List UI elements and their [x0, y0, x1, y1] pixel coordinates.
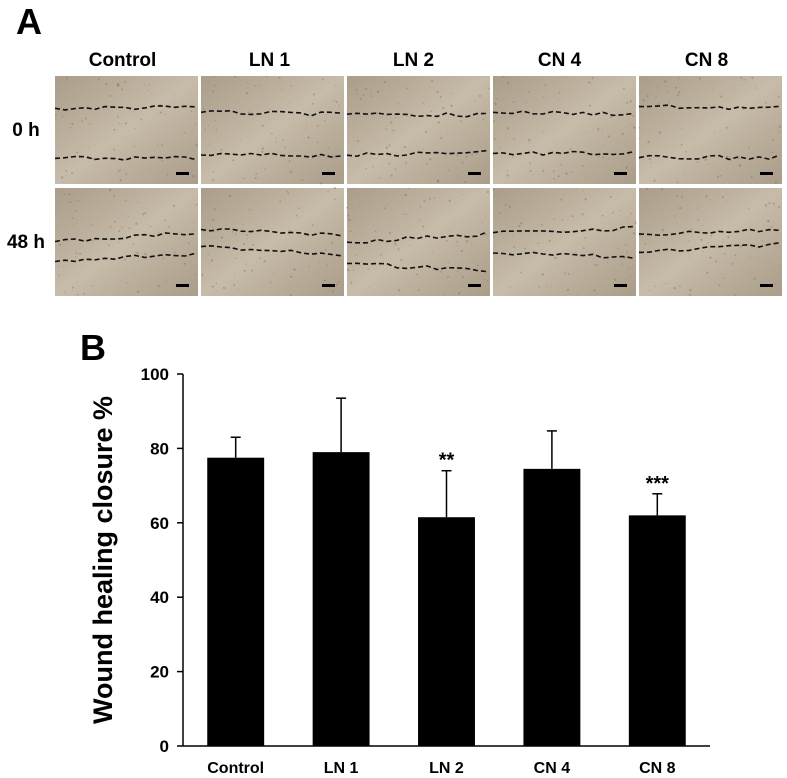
- x-tick-label: CN 4: [534, 760, 571, 777]
- scale-bar: [176, 284, 189, 287]
- scale-bar: [760, 284, 773, 287]
- micrograph-control-0h: [55, 76, 198, 184]
- y-tick-label: 60: [150, 514, 169, 533]
- micrograph-grid: [55, 76, 782, 296]
- micrograph-ln2-48h: [346, 187, 490, 296]
- x-tick-label: CN 8: [639, 760, 676, 777]
- scale-bar: [322, 172, 335, 175]
- column-label-cn4: CN 4: [537, 50, 582, 71]
- column-label-ln1: LN 1: [248, 50, 291, 71]
- scale-bar: [176, 172, 189, 175]
- micrograph-cn4-48h: [492, 188, 637, 296]
- y-tick-label: 0: [160, 737, 169, 756]
- micrograph-ln1-48h: [200, 186, 344, 296]
- y-tick-label: 100: [141, 365, 169, 384]
- bar: [418, 517, 475, 746]
- micrograph-cn8-0h: [638, 76, 782, 184]
- micrograph-cn8-48h: [638, 187, 782, 296]
- row-label-0h: 0 h: [12, 120, 40, 141]
- y-tick-label: 40: [150, 588, 169, 607]
- micrograph-ln2-0h: [346, 76, 490, 184]
- x-tick-label: LN 2: [429, 760, 464, 777]
- scale-bar: [614, 284, 627, 287]
- scale-bar: [614, 172, 627, 175]
- micrograph-control-48h: [55, 188, 198, 296]
- significance-label: ***: [646, 473, 670, 495]
- y-tick-label: 80: [150, 439, 169, 458]
- bar: [523, 468, 581, 746]
- micrograph-ln1-0h: [200, 76, 344, 185]
- bar-chart: 0 20 40 60 80 100 Wound healing closure % Contr…: [88, 365, 710, 777]
- scale-bar: [322, 284, 335, 287]
- bar: [628, 515, 686, 746]
- bar: [207, 457, 265, 746]
- panel-a-letter: A: [16, 1, 42, 42]
- x-tick-label: Control: [207, 760, 264, 777]
- panel-b-letter: B: [80, 327, 106, 368]
- y-tick-label: 20: [150, 663, 169, 682]
- column-label-control: Control: [88, 50, 157, 71]
- significance-label: **: [439, 450, 455, 472]
- x-tick-label: LN 1: [324, 760, 359, 777]
- micrograph-cn4-0h: [492, 76, 636, 184]
- column-label-ln2: LN 2: [392, 50, 435, 71]
- scale-bar: [468, 284, 481, 287]
- row-label-48h: 48 h: [6, 232, 46, 253]
- y-axis-label: Wound healing closure %: [88, 396, 118, 724]
- scale-bar: [468, 172, 481, 175]
- scale-bar: [760, 172, 773, 175]
- column-label-cn8: CN 8: [684, 50, 729, 71]
- bar: [312, 452, 370, 746]
